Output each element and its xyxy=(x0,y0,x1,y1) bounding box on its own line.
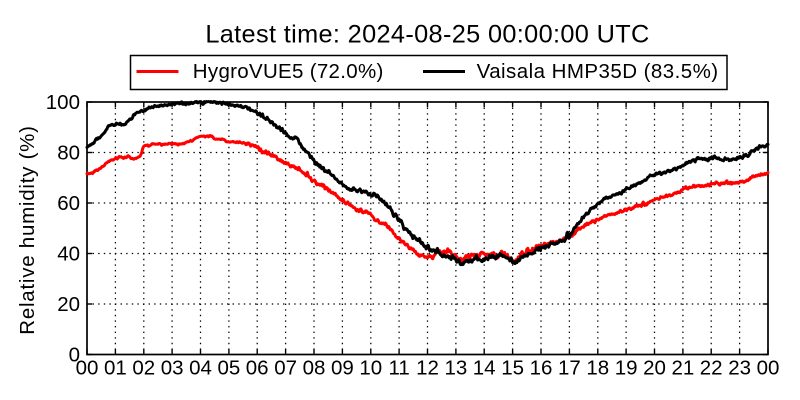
svg-text:20: 20 xyxy=(57,293,80,316)
svg-text:09: 09 xyxy=(331,357,354,380)
svg-text:Vaisala HMP35D (83.5%): Vaisala HMP35D (83.5%) xyxy=(477,60,719,83)
svg-text:80: 80 xyxy=(57,142,80,165)
svg-text:60: 60 xyxy=(57,192,80,215)
svg-text:Latest time: 2024-08-25 00:00:: Latest time: 2024-08-25 00:00:00 UTC xyxy=(205,21,649,49)
svg-text:HygroVUE5 (72.0%): HygroVUE5 (72.0%) xyxy=(193,60,384,83)
svg-text:00: 00 xyxy=(757,357,780,380)
svg-text:08: 08 xyxy=(303,357,326,380)
svg-text:0: 0 xyxy=(69,344,80,367)
svg-text:03: 03 xyxy=(161,357,184,380)
svg-text:100: 100 xyxy=(46,91,80,114)
svg-text:02: 02 xyxy=(132,357,155,380)
svg-text:22: 22 xyxy=(700,357,723,380)
svg-text:10: 10 xyxy=(359,357,382,380)
svg-text:40: 40 xyxy=(57,243,80,266)
svg-text:16: 16 xyxy=(530,357,553,380)
svg-text:13: 13 xyxy=(444,357,467,380)
svg-text:23: 23 xyxy=(728,357,751,380)
svg-text:17: 17 xyxy=(558,357,581,380)
svg-text:11: 11 xyxy=(388,357,409,380)
svg-text:18: 18 xyxy=(586,357,609,380)
svg-text:04: 04 xyxy=(189,357,212,380)
svg-text:07: 07 xyxy=(274,357,297,380)
svg-text:15: 15 xyxy=(501,357,524,380)
svg-text:19: 19 xyxy=(615,357,638,380)
svg-text:00: 00 xyxy=(76,357,99,380)
svg-text:14: 14 xyxy=(473,357,496,380)
svg-text:Relative humidity (%): Relative humidity (%) xyxy=(16,125,39,334)
svg-text:05: 05 xyxy=(217,357,240,380)
svg-text:06: 06 xyxy=(246,357,269,380)
svg-text:21: 21 xyxy=(671,357,694,380)
svg-text:01: 01 xyxy=(104,357,127,380)
svg-text:20: 20 xyxy=(643,357,666,380)
svg-text:12: 12 xyxy=(416,357,439,380)
